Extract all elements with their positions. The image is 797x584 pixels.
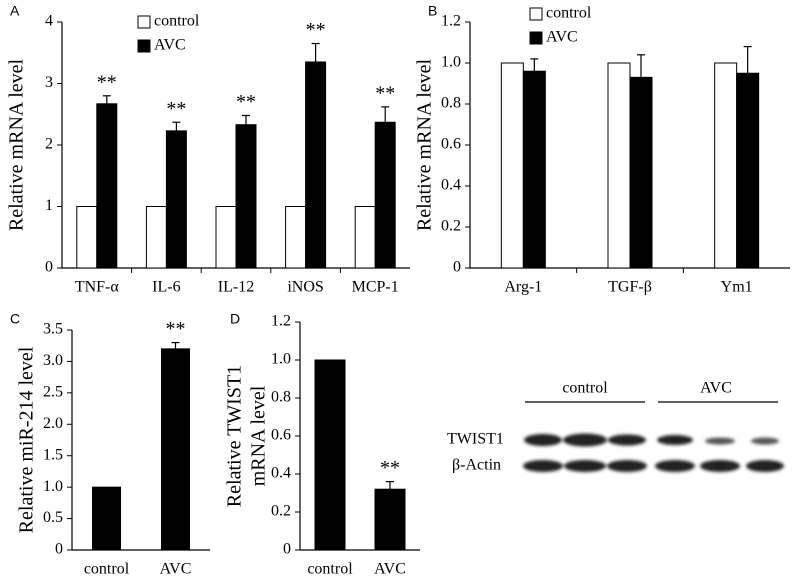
bands bbox=[523, 433, 784, 472]
y-axis-label: mRNA level bbox=[248, 385, 270, 486]
bar bbox=[354, 206, 376, 269]
x-tick-label: TNF-α bbox=[75, 279, 120, 296]
y-tick-label: 1.5 bbox=[43, 446, 63, 463]
bar bbox=[500, 62, 524, 269]
y-tick-label: 0 bbox=[55, 541, 63, 558]
y-tick-label: 0.8 bbox=[441, 95, 461, 112]
y-axis-label: Relative TWIST1 bbox=[224, 365, 246, 507]
y-tick-label: 2.0 bbox=[43, 415, 63, 432]
y-tick-label: 0.2 bbox=[271, 503, 291, 520]
panel-label: B bbox=[428, 3, 437, 19]
x-tick-label: iNOS bbox=[287, 279, 323, 296]
y-tick-label: 3.5 bbox=[43, 321, 63, 338]
x-tick-label: IL-12 bbox=[218, 279, 254, 296]
y-axis-label: Relative mRNA level bbox=[6, 58, 28, 231]
panel-label: D bbox=[230, 311, 240, 327]
y-tick-label: 3 bbox=[45, 74, 53, 91]
blot-row: TWIST1 bbox=[447, 431, 504, 448]
x-tick-label: control bbox=[84, 561, 130, 578]
legend-label: control bbox=[154, 13, 200, 30]
panel-label: A bbox=[10, 3, 20, 19]
legend-label: control bbox=[546, 5, 592, 22]
bar bbox=[96, 103, 118, 269]
significance: ** bbox=[166, 318, 186, 340]
y-tick-label: 0.4 bbox=[271, 465, 291, 482]
y-tick-label: 1 bbox=[45, 197, 53, 214]
bar bbox=[215, 206, 237, 269]
x-tick-label: MCP-1 bbox=[352, 279, 399, 296]
x-tick-label: AVC bbox=[160, 561, 192, 578]
x-tick-label: Arg-1 bbox=[504, 279, 542, 296]
bar bbox=[161, 348, 190, 551]
x-tick-label: IL-6 bbox=[152, 279, 180, 296]
bar bbox=[165, 130, 187, 269]
bar bbox=[607, 62, 631, 269]
y-tick-label: 1.0 bbox=[441, 54, 461, 71]
bar bbox=[92, 486, 121, 551]
legend-label: AVC bbox=[154, 37, 186, 54]
panel-label: C bbox=[10, 311, 20, 327]
y-tick-label: 0.5 bbox=[43, 509, 63, 526]
y-tick-label: 0.6 bbox=[441, 136, 461, 153]
bar bbox=[145, 206, 167, 269]
legend-label: AVC bbox=[546, 29, 578, 46]
y-tick-label: 0.2 bbox=[441, 218, 461, 235]
y-tick-label: 1.2 bbox=[271, 313, 291, 330]
bar bbox=[235, 124, 257, 269]
blot-row: β-Actin bbox=[452, 457, 501, 474]
y-axis-label: Relative miR-214 level bbox=[16, 346, 38, 533]
x-tick-label: TGF-β bbox=[608, 279, 652, 296]
bar bbox=[76, 206, 98, 269]
significance: ** bbox=[306, 19, 326, 41]
y-tick-label: 1.2 bbox=[441, 13, 461, 30]
x-tick-label: AVC bbox=[374, 561, 406, 578]
y-tick-label: 0 bbox=[453, 259, 461, 276]
significance: ** bbox=[236, 91, 256, 113]
significance: ** bbox=[97, 71, 117, 93]
legend-swatch bbox=[529, 31, 543, 45]
bar bbox=[714, 62, 738, 269]
x-tick-label: Ym1 bbox=[721, 279, 753, 296]
y-tick-label: 1.0 bbox=[271, 351, 291, 368]
y-tick-label: 4 bbox=[45, 13, 53, 30]
y-tick-label: 0.8 bbox=[271, 389, 291, 406]
bar bbox=[305, 61, 327, 269]
legend-swatch bbox=[137, 15, 151, 29]
bar bbox=[314, 359, 346, 551]
bar bbox=[374, 488, 406, 551]
significance: ** bbox=[166, 98, 186, 120]
bar bbox=[522, 70, 546, 269]
x-tick-label: control bbox=[307, 561, 353, 578]
y-tick-label: 2.5 bbox=[43, 384, 63, 401]
legend-swatch bbox=[137, 39, 151, 53]
blot-group: control bbox=[562, 380, 608, 397]
bar bbox=[374, 121, 396, 269]
y-tick-label: 2 bbox=[45, 136, 53, 153]
y-tick-label: 3.0 bbox=[43, 352, 63, 369]
bar bbox=[285, 206, 307, 269]
blot-group: AVC bbox=[700, 380, 732, 397]
significance: ** bbox=[380, 457, 400, 479]
bar bbox=[629, 76, 653, 269]
y-tick-label: 0 bbox=[45, 259, 53, 276]
y-tick-label: 0.6 bbox=[271, 427, 291, 444]
legend-swatch bbox=[529, 7, 543, 21]
y-tick-label: 0.4 bbox=[441, 177, 461, 194]
bar bbox=[736, 72, 760, 269]
y-tick-label: 0 bbox=[283, 541, 291, 558]
y-tick-label: 1.0 bbox=[43, 478, 63, 495]
significance: ** bbox=[375, 82, 395, 104]
y-axis-label: Relative mRNA level bbox=[414, 58, 436, 231]
western-blot: control AVC TWIST1 β-Actin bbox=[447, 380, 784, 474]
